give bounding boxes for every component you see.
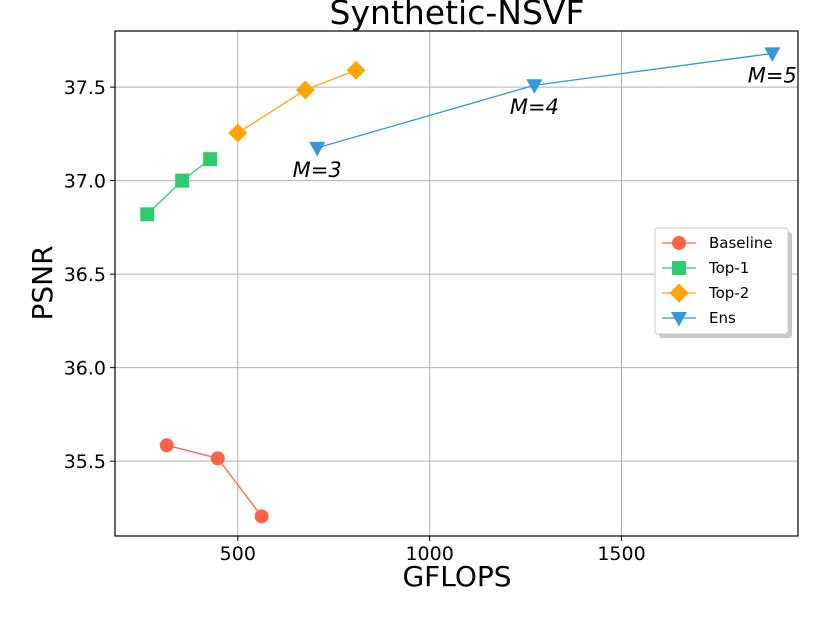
- data-point-top-2: [228, 123, 248, 143]
- legend: Baseline Top-1 Top-2 Ens: [654, 227, 792, 338]
- legend-entry-baseline: Baseline: [662, 234, 773, 252]
- series: [140, 47, 781, 524]
- data-point-top-2: [295, 80, 315, 100]
- y-tick-label: 37.0: [64, 171, 106, 193]
- data-point-top-1: [140, 207, 155, 222]
- legend-entries: Baseline Top-1 Top-2 Ens: [662, 234, 773, 327]
- ticks: 500 1000 1500 35.5 36.0 36.5 37.0 37.5: [64, 77, 646, 565]
- chart-title: Synthetic-NSVF: [330, 0, 585, 32]
- legend-label: Ens: [709, 309, 736, 327]
- x-tick-label: 500: [220, 543, 256, 565]
- legend-label: Baseline: [709, 234, 773, 252]
- legend-marker: [672, 261, 686, 275]
- y-axis-label: PSNR: [26, 245, 59, 320]
- data-point-baseline: [159, 438, 174, 453]
- legend-box: [654, 227, 789, 335]
- data-point-baseline: [210, 451, 225, 466]
- series-line-top-2: [237, 69, 357, 134]
- annotations: M=3 M=4 M=5: [293, 63, 797, 181]
- series-top-1: [140, 152, 218, 222]
- y-tick-label: 36.0: [64, 358, 106, 380]
- data-point-top-2: [346, 60, 366, 80]
- plot-frame: [114, 30, 799, 537]
- data-point-ens: [526, 79, 543, 94]
- series-ens: [309, 47, 781, 157]
- data-point-baseline: [254, 509, 269, 524]
- annotation-label: M=3: [293, 158, 342, 182]
- y-tick-label: 35.5: [64, 451, 106, 473]
- y-tick-label: 37.5: [64, 77, 106, 99]
- legend-marker: [669, 283, 689, 303]
- series-baseline: [159, 438, 269, 524]
- annotation-label: M=5: [748, 63, 797, 87]
- x-tick-label: 1500: [597, 543, 645, 565]
- legend-label: Top-2: [708, 284, 749, 302]
- legend-entry-top-2: Top-2: [662, 283, 749, 303]
- x-tick-label: 1000: [405, 543, 453, 565]
- series-top-2: [228, 60, 366, 143]
- data-point-ens: [764, 47, 781, 62]
- data-point-top-1: [175, 173, 190, 188]
- legend-entry-ens: Ens: [662, 309, 736, 327]
- legend-entry-top-1: Top-1: [662, 259, 749, 277]
- legend-label: Top-1: [708, 259, 749, 277]
- annotation-label: M=4: [510, 95, 559, 119]
- x-axis-label: GFLOPS: [402, 560, 511, 593]
- data-point-top-1: [203, 152, 218, 167]
- legend-marker: [670, 311, 688, 327]
- data-point-ens: [309, 141, 326, 157]
- legend-marker: [672, 236, 686, 250]
- y-tick-label: 36.5: [64, 264, 106, 286]
